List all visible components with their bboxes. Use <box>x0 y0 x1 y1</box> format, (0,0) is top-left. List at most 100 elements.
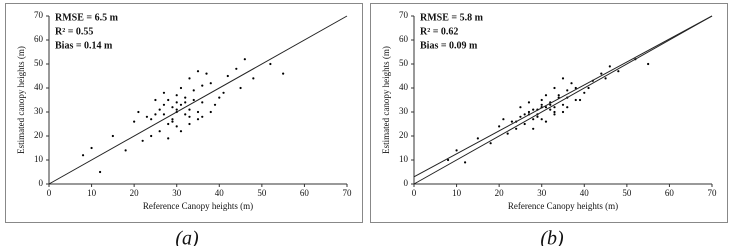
point <box>98 170 102 174</box>
point <box>553 110 556 114</box>
annotation: Bias = 0.09 m <box>420 40 478 51</box>
point <box>150 118 153 121</box>
y-tick-label: 70 <box>34 10 44 20</box>
y-axis-title: Estimated canopy heights (m) <box>16 46 26 154</box>
point <box>502 118 505 121</box>
point <box>192 89 195 92</box>
x-tick-label: 30 <box>172 188 182 198</box>
x-axis-title: Reference Canopy heights (m) <box>143 201 253 211</box>
point <box>201 84 204 87</box>
point <box>201 115 204 118</box>
reference-line <box>48 15 348 185</box>
point <box>600 72 603 75</box>
point <box>540 103 543 106</box>
point <box>137 110 140 114</box>
y-tick-label: 60 <box>34 34 44 44</box>
point <box>532 118 535 121</box>
annotation: RMSE = 6.5 m <box>55 12 119 23</box>
point <box>566 89 569 92</box>
point <box>498 125 501 128</box>
x-tick-label: 30 <box>537 188 547 198</box>
y-tick-label: 0 <box>404 178 409 188</box>
y-axis-title: Estimated canopy heights (m) <box>381 46 391 154</box>
point <box>188 115 191 118</box>
point <box>604 77 607 80</box>
point <box>455 149 458 152</box>
point <box>235 67 238 70</box>
point <box>205 72 208 75</box>
point <box>179 130 183 133</box>
point <box>544 120 548 123</box>
point <box>196 70 200 73</box>
point <box>557 94 560 97</box>
y-tick-label: 20 <box>399 130 409 140</box>
point <box>213 103 217 106</box>
y-tick-label: 50 <box>34 58 44 68</box>
point <box>196 110 200 114</box>
point <box>510 120 514 123</box>
point <box>81 154 85 157</box>
point <box>647 62 650 66</box>
point <box>141 139 144 142</box>
point <box>175 101 178 104</box>
point <box>519 106 522 109</box>
point <box>519 115 522 118</box>
point <box>553 106 556 109</box>
point <box>532 108 535 111</box>
point <box>561 103 565 106</box>
point <box>209 110 212 114</box>
point <box>226 74 229 78</box>
point <box>167 137 170 140</box>
point <box>218 96 221 99</box>
point <box>209 82 212 85</box>
x-axis-title: Reference Canopy heights (m) <box>508 201 618 211</box>
x-tick-label: 60 <box>665 188 675 198</box>
reference-line <box>413 15 713 178</box>
point <box>150 134 153 138</box>
point <box>527 101 531 104</box>
x-tick-label: 10 <box>452 188 462 198</box>
point <box>175 125 178 128</box>
point <box>608 65 611 68</box>
point <box>167 122 170 126</box>
annotation: RMSE = 5.8 m <box>420 12 484 23</box>
point <box>489 142 492 145</box>
point <box>154 113 157 116</box>
point <box>252 77 255 80</box>
panel-frame <box>5 3 363 223</box>
y-tick-label: 40 <box>399 82 409 92</box>
point <box>553 86 556 90</box>
point <box>171 106 174 109</box>
point <box>540 118 543 121</box>
y-tick-label: 60 <box>399 34 409 44</box>
point <box>561 110 565 114</box>
point <box>158 108 161 111</box>
point <box>463 161 467 164</box>
point <box>158 130 161 133</box>
point <box>574 98 577 102</box>
point <box>540 98 543 102</box>
point <box>154 98 157 102</box>
point <box>162 113 166 116</box>
point <box>574 86 577 90</box>
y-tick-label: 70 <box>399 10 409 20</box>
point <box>566 106 569 109</box>
x-tick-label: 70 <box>708 188 718 198</box>
x-tick-label: 0 <box>47 188 52 198</box>
point <box>179 86 183 90</box>
point <box>171 120 174 123</box>
point <box>587 86 590 90</box>
point <box>570 82 573 85</box>
x-tick-label: 60 <box>300 188 310 198</box>
point <box>175 108 178 111</box>
point <box>553 113 556 116</box>
annotation: Bias = 0.14 m <box>55 40 113 51</box>
point <box>188 122 191 126</box>
point <box>269 62 272 66</box>
point <box>544 94 548 97</box>
point <box>192 98 195 102</box>
point <box>133 120 136 123</box>
point <box>544 106 548 109</box>
